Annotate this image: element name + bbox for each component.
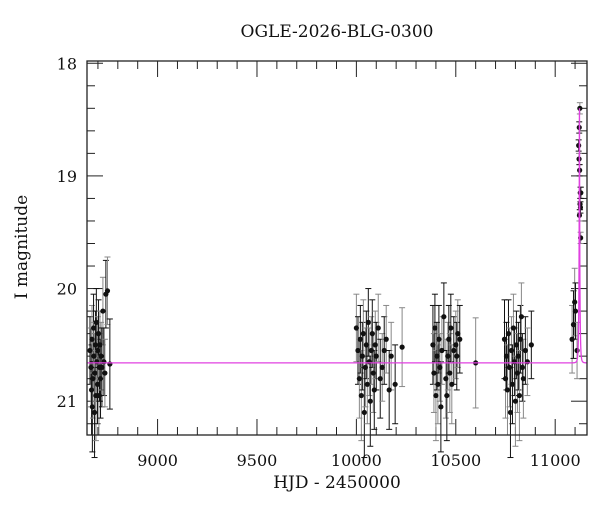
x-axis-label: HJD - 2450000 (273, 473, 401, 493)
svg-text:11000: 11000 (530, 451, 581, 470)
svg-text:9000: 9000 (137, 451, 178, 470)
svg-text:10000: 10000 (331, 451, 382, 470)
svg-text:18: 18 (57, 54, 77, 73)
model-curve (87, 108, 588, 364)
error-bars (86, 102, 584, 459)
chart-title: OGLE-2026-BLG-0300 (240, 22, 434, 42)
tick-labels: 9000 9500 10000 10500 11000 18 19 20 21 (57, 54, 581, 470)
plot-frame (86, 60, 588, 436)
svg-text:20: 20 (57, 280, 77, 299)
svg-text:10500: 10500 (430, 451, 481, 470)
svg-text:19: 19 (57, 167, 77, 186)
svg-text:21: 21 (57, 392, 77, 411)
data-points (87, 105, 584, 416)
svg-text:9500: 9500 (237, 451, 278, 470)
